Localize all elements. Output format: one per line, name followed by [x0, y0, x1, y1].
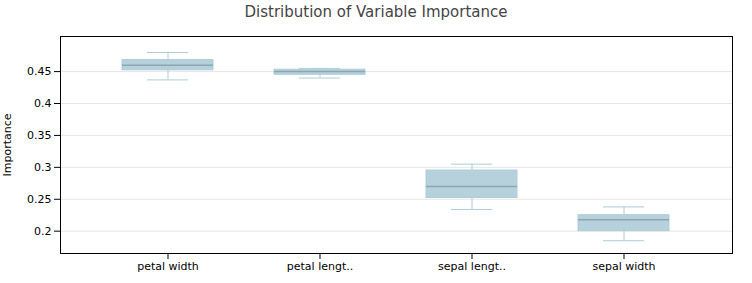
svg-text:sepal lengt..: sepal lengt.. [438, 260, 506, 273]
svg-text:0.3: 0.3 [34, 161, 52, 174]
svg-text:Importance: Importance [1, 113, 14, 176]
svg-text:0.35: 0.35 [27, 129, 52, 142]
svg-text:0.45: 0.45 [27, 65, 52, 78]
svg-text:0.2: 0.2 [34, 225, 52, 238]
svg-text:0.4: 0.4 [34, 97, 52, 110]
svg-text:petal lengt..: petal lengt.. [287, 260, 353, 273]
html-text:Distribution of Variable Impor: Distribution of Variable Importance [244, 3, 508, 21]
svg-text:sepal width: sepal width [592, 260, 655, 273]
svg-text:0.25: 0.25 [27, 193, 52, 206]
svg-text:petal width: petal width [137, 260, 199, 273]
